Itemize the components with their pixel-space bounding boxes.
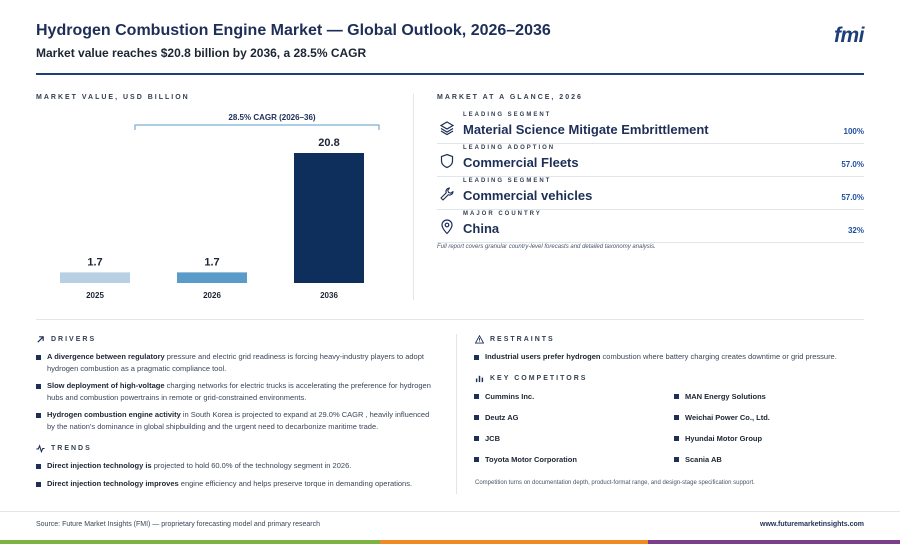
header-divider [36, 73, 864, 75]
bar-value-label: 20.8 [318, 137, 339, 149]
competitor-item: Deutz AG [473, 413, 519, 422]
competitor-item: Weichai Power Co., Ltd. [674, 413, 770, 422]
bar-chart-icon [475, 375, 484, 383]
footer-stripe-purple [648, 540, 900, 544]
footer-stripe-orange [380, 540, 648, 544]
bar-2025 [60, 272, 130, 283]
competitor-item: Cummins Inc. [473, 392, 535, 401]
restraints-label: RESTRAINTS [490, 336, 555, 343]
glance-item-small-label: LEADING ADOPTION [463, 145, 556, 151]
footer-divider [0, 511, 900, 512]
competitor-item: Hyundai Motor Group [673, 434, 763, 443]
bar-value-label: 1.7 [87, 256, 102, 268]
layers-icon [439, 121, 455, 136]
drivers-label: DRIVERS [51, 336, 97, 343]
glance-note: Full report covers granular country-leve… [437, 244, 656, 250]
bar-value-label: 1.7 [204, 256, 219, 268]
page-subtitle: Market value reaches $20.8 billion by 20… [36, 46, 367, 60]
glance-item-main-label: Commercial vehicles [463, 188, 593, 203]
glance-item-leading-segment-2: LEADING SEGMENT Commercial vehicles 57.0… [437, 178, 864, 210]
cagr-bracket [134, 124, 380, 130]
footer-stripe-green [0, 540, 380, 544]
chart-section-label: MARKET VALUE, USD BILLION [36, 94, 190, 101]
glance-item-value: 57.0% [841, 193, 864, 202]
vertical-divider [456, 334, 457, 494]
competitor-item: Toyota Motor Corporation [474, 455, 577, 464]
driver-item: Hydrogen combustion engine activity in S… [36, 409, 432, 432]
footer-url-link[interactable]: www.futuremarketinsights.com [760, 521, 864, 528]
vertical-divider [413, 94, 414, 300]
restraints-header: RESTRAINTS [475, 335, 555, 344]
competitors-label: KEY COMPETITORS [490, 375, 588, 382]
glance-section-label: MARKET AT A GLANCE, 2026 [437, 94, 583, 101]
section-divider [36, 319, 864, 320]
activity-icon [36, 444, 45, 453]
glance-item-main-label: Material Science Mitigate Embrittlement [463, 122, 709, 137]
trend-item: Direct injection technology is projected… [36, 460, 432, 472]
trends-header: TRENDS [36, 444, 92, 453]
page-title: Hydrogen Combustion Engine Market — Glob… [36, 22, 551, 39]
driver-item: Slow deployment of high-voltage charging… [36, 381, 431, 402]
x-tick-label: 2036 [320, 291, 338, 300]
glance-item-leading-adoption: LEADING ADOPTION Commercial Fleets 57.0% [437, 145, 864, 177]
restraint-item: Industrial users prefer hydrogen combust… [474, 351, 865, 363]
glance-item-leading-segment: LEADING SEGMENT Material Science Mitigat… [437, 112, 864, 144]
competitors-header: KEY COMPETITORS [475, 374, 587, 383]
arrow-up-right-icon [37, 336, 44, 343]
glance-item-small-label: MAJOR COUNTRY [463, 211, 542, 217]
shield-icon [440, 153, 454, 169]
driver-item: A divergence between regulatory pressure… [36, 351, 432, 374]
market-value-bar-chart: 1.7 2025 1.7 2026 20.8 2036 28.5% CAGR (2026–3… [60, 113, 380, 300]
warning-icon [475, 335, 484, 344]
glance-item-value: 32% [847, 226, 864, 235]
competitor-item: JCB [473, 434, 501, 443]
competitors-note: Competition turns on documentation depth… [475, 480, 755, 486]
footer-source: Source: Future Market Insights (FMI) — p… [36, 521, 320, 528]
bar-2036 [294, 153, 364, 283]
glance-item-value: 100% [843, 127, 864, 136]
cagr-annotation: 28.5% CAGR (2026–36) [228, 113, 315, 122]
wrench-icon [440, 187, 454, 201]
fmi-logo[interactable]: fmi [834, 24, 865, 47]
drivers-header: DRIVERS [36, 335, 96, 344]
glance-item-main-label: China [463, 221, 500, 236]
competitor-item: MAN Energy Solutions [674, 392, 766, 401]
glance-item-major-country: MAJOR COUNTRY China 32% [437, 211, 864, 243]
location-pin-icon [441, 219, 453, 235]
trend-item: Direct injection technology improves eng… [36, 478, 432, 490]
bar-2026 [177, 272, 247, 283]
competitor-item: Scania AB [674, 455, 722, 464]
glance-item-value: 57.0% [841, 160, 864, 169]
glance-item-small-label: LEADING SEGMENT [463, 112, 552, 118]
trends-label: TRENDS [51, 445, 92, 452]
glance-item-main-label: Commercial Fleets [463, 155, 579, 170]
x-tick-label: 2025 [86, 291, 104, 300]
x-tick-label: 2026 [203, 291, 221, 300]
glance-item-small-label: LEADING SEGMENT [463, 178, 552, 184]
